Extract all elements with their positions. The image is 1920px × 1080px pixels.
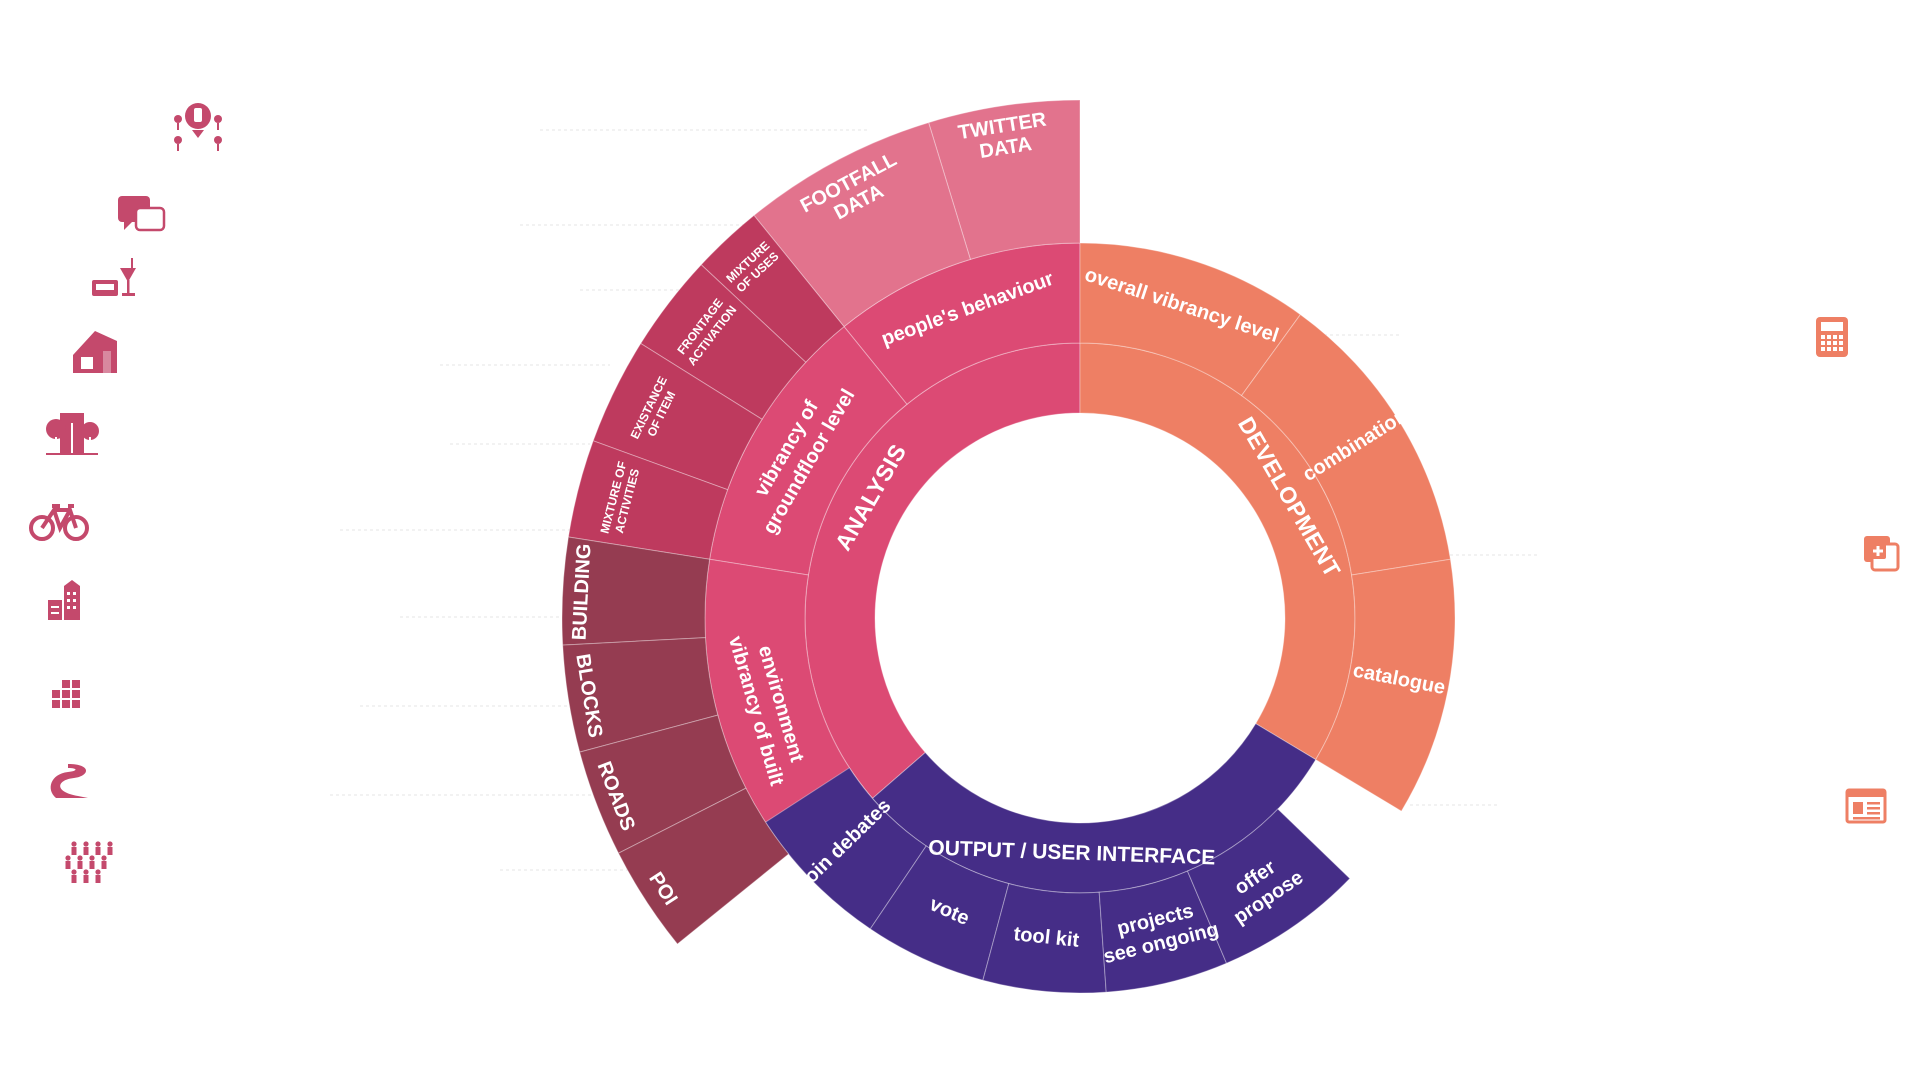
food-drink-icon (92, 258, 136, 296)
right-icon-column (1816, 317, 1900, 824)
building-segment (561, 536, 711, 646)
sunburst-wedges (561, 99, 1456, 994)
catalogue-segment (1315, 558, 1456, 812)
shop-front-icon (73, 331, 117, 373)
speech-bubbles-icon (118, 196, 166, 232)
roads-segment (579, 714, 747, 854)
catalogue-page-icon (1845, 788, 1887, 824)
vote-segment (869, 845, 1010, 981)
calculator-icon (1816, 317, 1848, 357)
add-document-icon (1864, 536, 1900, 572)
existance-segment (592, 342, 763, 491)
left-icon-column (29, 103, 222, 883)
bicycle-icon (29, 504, 89, 541)
tool-kit-segment (982, 882, 1107, 994)
see-ongoing-segment (1098, 870, 1228, 993)
location-pins-icon (174, 103, 222, 151)
building-label: BUILDING (568, 543, 595, 641)
combination-segment (1240, 313, 1451, 576)
buildings-icon (48, 580, 80, 620)
road-icon (50, 764, 88, 798)
people-crowd-icon (65, 841, 113, 883)
trees-icon (46, 413, 99, 455)
mixture-of-activities-segment (567, 440, 729, 560)
blocks-segment (562, 637, 719, 753)
analysis-hub-segment (804, 342, 1081, 800)
city-blocks-icon (52, 680, 80, 708)
twitter-segment (927, 99, 1081, 261)
propose-offer-segment (1186, 808, 1351, 964)
footfall-segment (753, 121, 972, 328)
poi-segment (617, 787, 790, 945)
output-hub-segment (871, 722, 1317, 894)
development-hub-segment (1079, 342, 1356, 761)
mixture-of-uses-segment (700, 214, 845, 364)
frontage-segment (640, 263, 807, 420)
guide-lines (330, 129, 1540, 871)
